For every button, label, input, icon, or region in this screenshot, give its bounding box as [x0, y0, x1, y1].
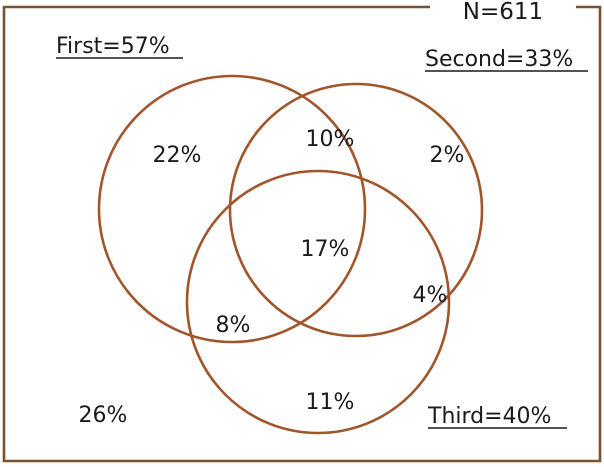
sample-size-label: N=611 — [463, 0, 543, 25]
region-second-only: 2% — [430, 143, 465, 168]
diagram-frame — [2, 5, 602, 463]
set-third-circle — [185, 169, 451, 435]
region-none: 26% — [79, 403, 128, 428]
region-all-three: 17% — [301, 237, 350, 262]
region-third-only: 11% — [306, 390, 355, 415]
set-second-circle — [228, 82, 484, 338]
region-second-third: 4% — [413, 283, 448, 308]
region-first-second: 10% — [306, 127, 355, 152]
set-first-circle — [97, 74, 367, 344]
region-first-third: 8% — [216, 313, 251, 338]
set-third-label: Third=40% — [427, 404, 551, 429]
region-first-only: 22% — [153, 143, 202, 168]
set-second-label: Second=33% — [425, 47, 573, 72]
set-first-label: First=57% — [56, 34, 170, 59]
